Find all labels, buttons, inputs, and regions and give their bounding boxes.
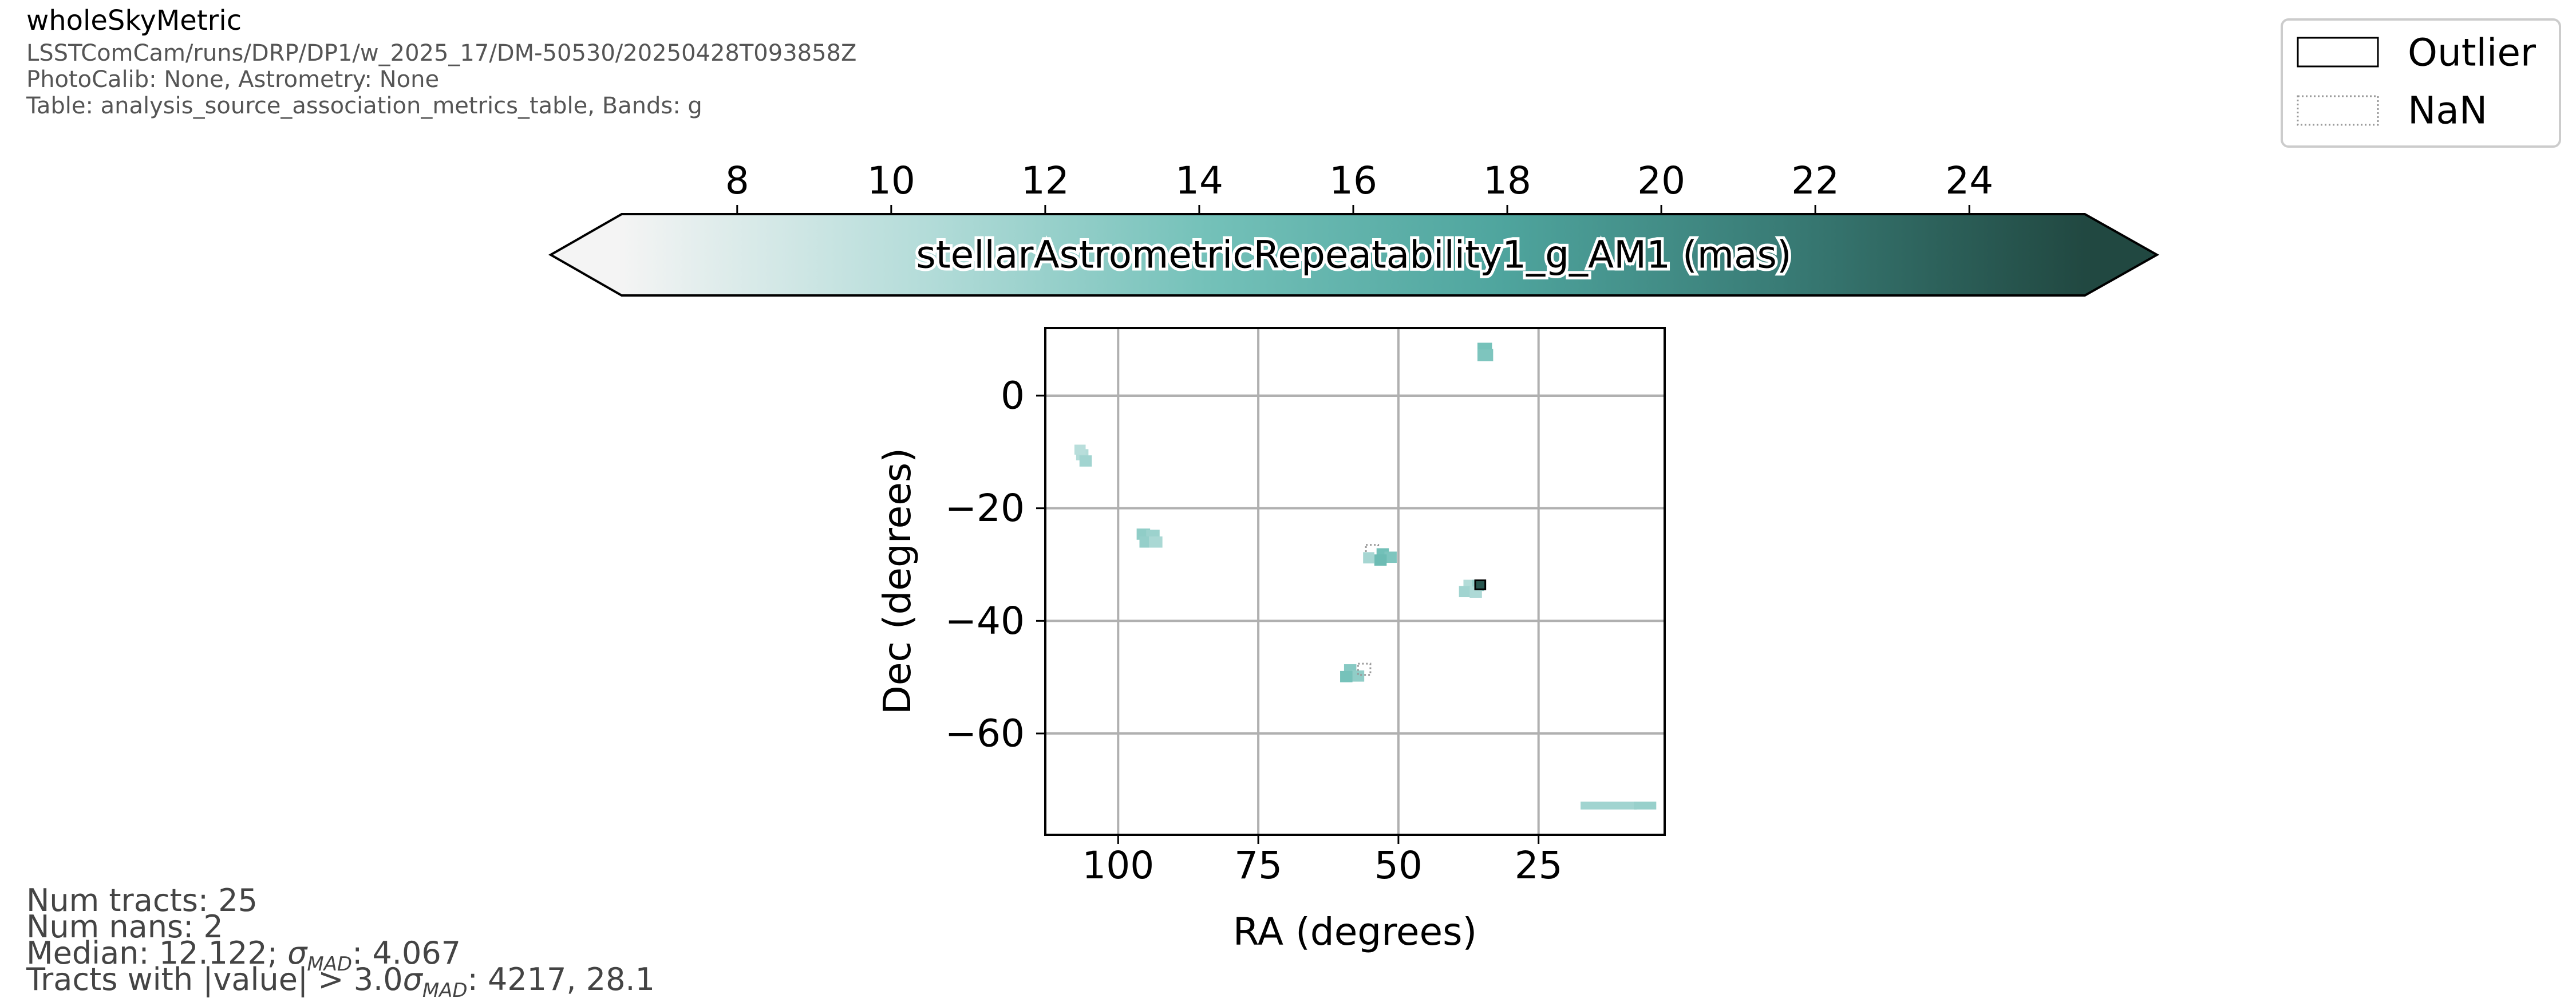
colorbar-label: stellarAstrometricRepeatability1_g_AM1 (… <box>916 233 1791 277</box>
colorbar-ticks: 8 10 12 14 16 18 20 22 24 <box>725 159 1993 214</box>
y-tick-label: −60 <box>945 712 1025 756</box>
sigma-symbol-2: σ <box>402 961 422 997</box>
legend: Outlier NaN <box>2281 18 2561 148</box>
legend-outlier-label: Outlier <box>2408 31 2537 75</box>
y-tick-label: −20 <box>945 486 1025 530</box>
tract-patch <box>1477 342 1492 350</box>
legend-nan-swatch <box>2297 95 2379 126</box>
y-axis-ticks: 0 −20 −40 −60 <box>945 374 1045 756</box>
tract-patch <box>1581 801 1637 810</box>
figure-title: wholeSkyMetric <box>26 5 242 37</box>
colorbar-tick-label: 24 <box>1945 159 1993 203</box>
y-tick-label: −40 <box>945 599 1025 643</box>
x-axis-ticks: 100 75 50 25 <box>1082 835 1563 887</box>
legend-nan-label: NaN <box>2408 89 2487 133</box>
tract-nan-patch <box>1357 662 1372 676</box>
tract-patch <box>1079 455 1092 467</box>
tract-patch <box>1074 444 1086 455</box>
mad-subscript: MAD <box>307 952 353 976</box>
tract-patches <box>1074 342 1657 810</box>
stat-outliers-prefix: Tracts with |value| > 3.0 <box>26 961 403 997</box>
y-axis-label: Dec (degrees) <box>875 448 919 715</box>
tract-patch <box>1477 349 1494 362</box>
colorbar-tick-label: 10 <box>867 159 915 203</box>
x-tick-label: 100 <box>1082 843 1154 887</box>
stat-outliers: Tracts with |value| > 3.0σMAD: 4217, 28.… <box>26 964 655 1000</box>
stat-median-suffix: : 4.067 <box>352 935 461 971</box>
colorbar-body <box>622 214 2085 295</box>
colorbar-tick-label: 8 <box>725 159 749 203</box>
stat-median: Median: 12.122; σMAD: 4.067 <box>26 938 461 974</box>
tract-patch <box>1352 670 1365 682</box>
y-tick-label: 0 <box>1001 374 1025 418</box>
colorbar-tick-label: 14 <box>1175 159 1223 203</box>
x-tick-label: 50 <box>1374 843 1423 887</box>
tract-patch <box>1634 801 1657 810</box>
colorbar-tick-label: 16 <box>1329 159 1377 203</box>
colorbar-tick-label: 22 <box>1791 159 1839 203</box>
colorbar-tick-label: 18 <box>1483 159 1531 203</box>
calibration-info: PhotoCalib: None, Astrometry: None <box>26 66 440 93</box>
legend-outlier-swatch <box>2297 37 2379 68</box>
colorbar: 8 10 12 14 16 18 20 22 24 stellarAstrometricRepe… <box>548 159 2160 297</box>
colorbar-extend-high <box>2084 214 2157 295</box>
colorbar-extend-low <box>551 214 623 295</box>
run-collection: LSSTComCam/runs/DRP/DP1/w_2025_17/DM-505… <box>26 40 857 66</box>
tract-patch <box>1149 536 1163 548</box>
x-tick-label: 75 <box>1234 843 1282 887</box>
plot-area <box>1045 328 1665 835</box>
tract-patch <box>1374 554 1387 566</box>
tract-patch <box>1459 586 1472 598</box>
tract-patch <box>1384 551 1397 563</box>
tract-outlier-patch <box>1474 579 1487 590</box>
tract-patch <box>1363 552 1374 564</box>
stat-median-prefix: Median: 12.122; <box>26 935 288 971</box>
colorbar-tick-label: 12 <box>1021 159 1069 203</box>
stat-num-tracts: Num tracts: 25 <box>26 882 258 918</box>
table-info: Table: analysis_source_association_metri… <box>26 93 702 119</box>
colorbar-outline <box>548 213 2160 297</box>
stat-num-nans: Num nans: 2 <box>26 909 223 945</box>
tract-patch <box>1340 670 1353 683</box>
colorbar-tick-label: 20 <box>1637 159 1685 203</box>
x-tick-label: 25 <box>1515 843 1563 887</box>
legend-frame <box>2281 18 2561 148</box>
sigma-symbol: σ <box>287 935 307 971</box>
grid-lines <box>1045 328 1665 835</box>
plot-frame <box>1044 327 1666 836</box>
x-axis-label: RA (degrees) <box>1233 910 1477 954</box>
plot-axes: 100 75 50 25 0 −20 −40 −60 RA (degrees) Dec (d… <box>875 327 1666 954</box>
mad-subscript-2: MAD <box>422 979 468 1002</box>
stat-outliers-suffix: : 4217, 28.1 <box>467 961 655 997</box>
